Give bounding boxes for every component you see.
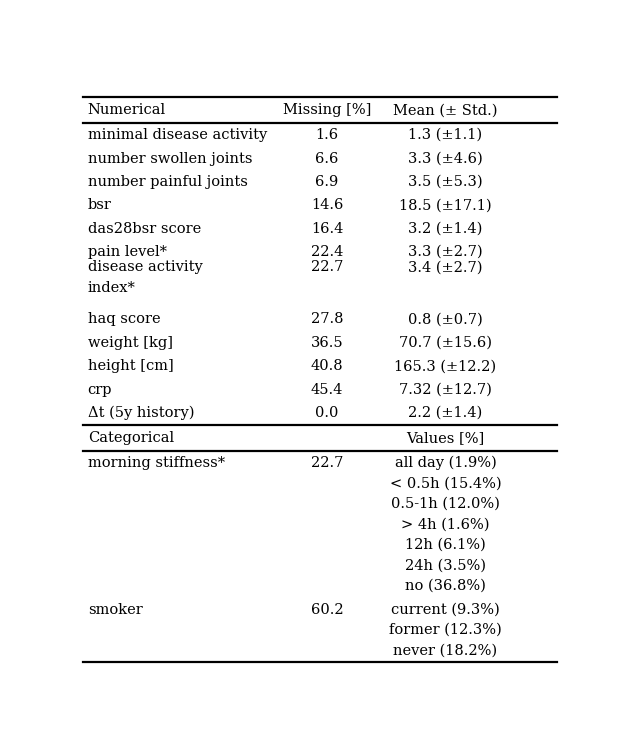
Text: 16.4: 16.4 bbox=[311, 222, 343, 235]
Text: 6.9: 6.9 bbox=[315, 175, 339, 189]
Text: 3.5 (±5.3): 3.5 (±5.3) bbox=[408, 175, 483, 189]
Text: smoker: smoker bbox=[87, 602, 142, 617]
Text: 6.6: 6.6 bbox=[315, 151, 339, 165]
Text: disease activity: disease activity bbox=[87, 260, 202, 274]
Text: 22.7: 22.7 bbox=[311, 260, 343, 274]
Text: all day (1.9%): all day (1.9%) bbox=[394, 456, 497, 470]
Text: 70.7 (±15.6): 70.7 (±15.6) bbox=[399, 336, 492, 350]
Text: 40.8: 40.8 bbox=[311, 359, 343, 373]
Text: Categorical: Categorical bbox=[87, 431, 174, 445]
Text: 22.4: 22.4 bbox=[311, 245, 343, 259]
Text: Δt (5y history): Δt (5y history) bbox=[87, 406, 194, 420]
Text: 2.2 (±1.4): 2.2 (±1.4) bbox=[409, 406, 482, 420]
Text: former (12.3%): former (12.3%) bbox=[389, 623, 502, 637]
Text: 24h (3.5%): 24h (3.5%) bbox=[405, 559, 486, 572]
Text: pain level*: pain level* bbox=[87, 245, 167, 259]
Text: crp: crp bbox=[87, 383, 112, 397]
Text: > 4h (1.6%): > 4h (1.6%) bbox=[401, 517, 490, 532]
Text: number swollen joints: number swollen joints bbox=[87, 151, 252, 165]
Text: 0.8 (±0.7): 0.8 (±0.7) bbox=[408, 313, 483, 326]
Text: index*: index* bbox=[87, 280, 135, 295]
Text: Numerical: Numerical bbox=[87, 103, 166, 117]
Text: height [cm]: height [cm] bbox=[87, 359, 173, 373]
Text: 0.0: 0.0 bbox=[315, 406, 339, 420]
Text: Mean (± Std.): Mean (± Std.) bbox=[393, 103, 498, 117]
Text: weight [kg]: weight [kg] bbox=[87, 336, 173, 350]
Text: 3.3 (±4.6): 3.3 (±4.6) bbox=[408, 151, 483, 165]
Text: current (9.3%): current (9.3%) bbox=[391, 602, 500, 617]
Text: 165.3 (±12.2): 165.3 (±12.2) bbox=[394, 359, 497, 373]
Text: 3.2 (±1.4): 3.2 (±1.4) bbox=[408, 222, 483, 235]
Text: minimal disease activity: minimal disease activity bbox=[87, 128, 267, 142]
Text: never (18.2%): never (18.2%) bbox=[394, 644, 497, 658]
Text: Missing [%]: Missing [%] bbox=[283, 103, 371, 117]
Text: 27.8: 27.8 bbox=[311, 313, 343, 326]
Text: 22.7: 22.7 bbox=[311, 456, 343, 470]
Text: 60.2: 60.2 bbox=[311, 602, 343, 617]
Text: 0.5-1h (12.0%): 0.5-1h (12.0%) bbox=[391, 497, 500, 511]
Text: 14.6: 14.6 bbox=[311, 199, 343, 212]
Text: 18.5 (±17.1): 18.5 (±17.1) bbox=[399, 199, 492, 212]
Text: bsr: bsr bbox=[87, 199, 112, 212]
Text: morning stiffness*: morning stiffness* bbox=[87, 456, 225, 470]
Text: < 0.5h (15.4%): < 0.5h (15.4%) bbox=[390, 476, 501, 490]
Text: 7.32 (±12.7): 7.32 (±12.7) bbox=[399, 383, 492, 397]
Text: 3.4 (±2.7): 3.4 (±2.7) bbox=[408, 260, 483, 274]
Text: Values [%]: Values [%] bbox=[406, 431, 485, 445]
Text: das28bsr score: das28bsr score bbox=[87, 222, 201, 235]
Text: 12h (6.1%): 12h (6.1%) bbox=[405, 538, 486, 552]
Text: haq score: haq score bbox=[87, 313, 160, 326]
Text: 45.4: 45.4 bbox=[311, 383, 343, 397]
Text: 36.5: 36.5 bbox=[311, 336, 343, 350]
Text: number painful joints: number painful joints bbox=[87, 175, 248, 189]
Text: 1.3 (±1.1): 1.3 (±1.1) bbox=[409, 128, 482, 142]
Text: no (36.8%): no (36.8%) bbox=[405, 579, 486, 593]
Text: 1.6: 1.6 bbox=[316, 128, 339, 142]
Text: 3.3 (±2.7): 3.3 (±2.7) bbox=[408, 245, 483, 259]
